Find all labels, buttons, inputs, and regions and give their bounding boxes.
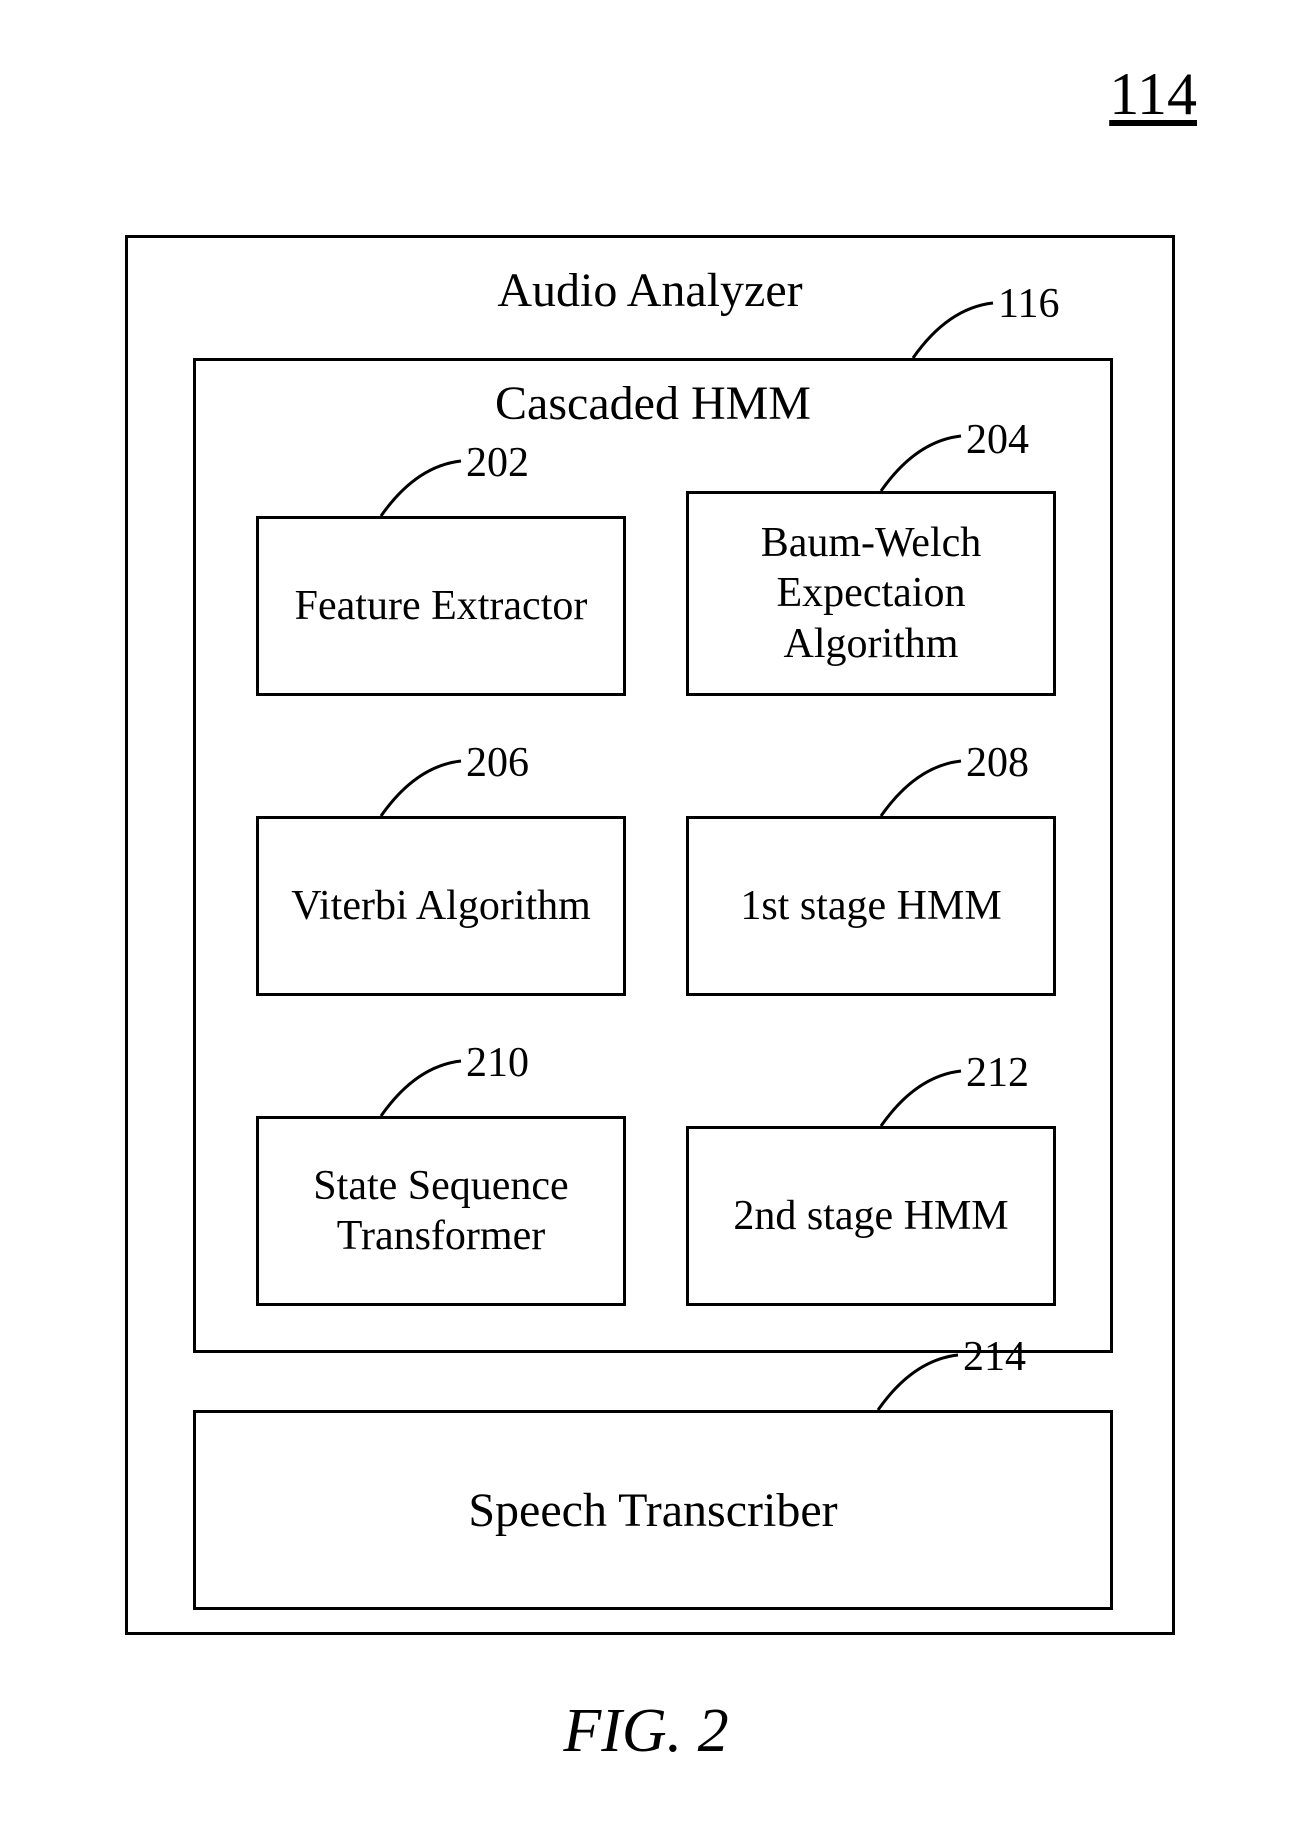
leader-210 [376,1056,466,1126]
ref-212: 212 [966,1049,1029,1097]
baum-welch-box: Baum-Welch Expectaion Algorithm [686,491,1056,696]
ref-206: 206 [466,739,529,787]
state-seq-label: State Sequence Transformer [313,1161,568,1262]
baum-welch-label: Baum-Welch Expectaion Algorithm [761,518,982,669]
viterbi-box: Viterbi Algorithm [256,816,626,996]
stage2-hmm-box: 2nd stage HMM [686,1126,1056,1306]
ref-204: 204 [966,416,1029,464]
stage1-hmm-label: 1st stage HMM [740,881,1001,931]
feature-extractor-box: Feature Extractor [256,516,626,696]
ref-214: 214 [963,1333,1026,1381]
feature-extractor-label: Feature Extractor [295,581,588,631]
stage2-hmm-label: 2nd stage HMM [733,1191,1008,1241]
ref-210: 210 [466,1039,529,1087]
speech-transcriber-box: Speech Transcriber [193,1410,1113,1610]
leader-208 [876,756,966,826]
stage1-hmm-box: 1st stage HMM [686,816,1056,996]
ref-202: 202 [466,439,529,487]
state-seq-box: State Sequence Transformer [256,1116,626,1306]
page-number: 114 [1109,60,1197,129]
ref-116: 116 [998,280,1059,328]
viterbi-label: Viterbi Algorithm [291,881,591,931]
leader-214 [873,1350,963,1420]
cascaded-hmm-box: Cascaded HMM Feature Extractor 202 Baum-… [193,358,1113,1353]
audio-analyzer-box: Audio Analyzer 116 Cascaded HMM Feature … [125,235,1175,1635]
leader-202 [376,456,466,526]
ref-208: 208 [966,739,1029,787]
leader-204 [876,431,966,501]
figure-caption: FIG. 2 [0,1696,1292,1767]
leader-206 [376,756,466,826]
speech-transcriber-label: Speech Transcriber [468,1483,837,1538]
leader-212 [876,1066,966,1136]
